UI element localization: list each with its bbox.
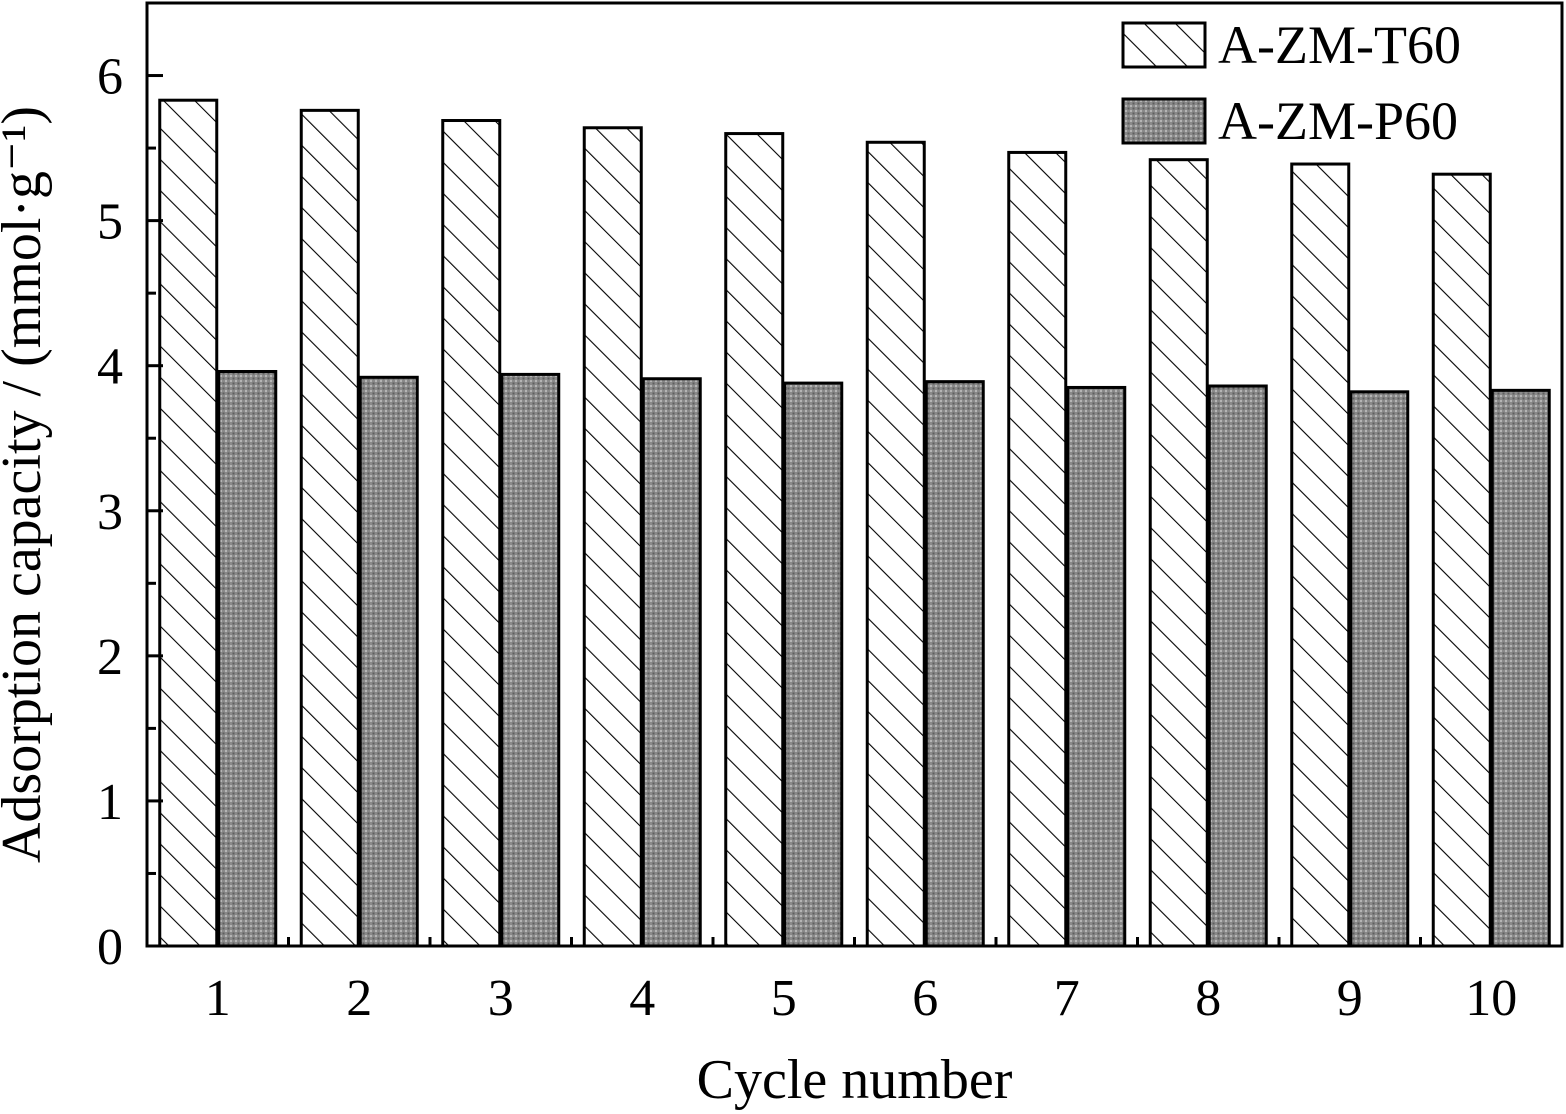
x-tick-label: 2 [346, 970, 372, 1027]
bar-a-zm-p60-cycle-3 [500, 372, 561, 948]
legend: A-ZM-T60 A-ZM-P60 [1121, 15, 1461, 151]
bar-a-zm-p60-cycle-1 [217, 369, 278, 948]
bar-a-zm-p60-cycle-2 [358, 375, 419, 948]
y-tick-label: 4 [97, 339, 123, 396]
x-tick-label: 6 [912, 970, 938, 1027]
y-tick-label: 2 [97, 629, 123, 686]
plot-frame [145, 1, 1564, 948]
y-tick-label: 6 [97, 49, 123, 106]
legend-label-a-zm-t60: A-ZM-T60 [1218, 15, 1461, 75]
x-tick-label: 3 [488, 970, 514, 1027]
bar-a-zm-p60-cycle-8 [1207, 384, 1268, 948]
bar-a-zm-p60-cycle-10 [1490, 388, 1551, 948]
y-tick-label: 1 [97, 774, 123, 831]
x-tick-label: 1 [205, 970, 231, 1027]
x-tick-label: 10 [1465, 970, 1517, 1027]
bar-a-zm-t60-cycle-10 [1431, 172, 1492, 948]
legend-swatch-a-zm-p60 [1121, 97, 1207, 145]
bar-a-zm-p60-cycle-5 [783, 381, 844, 948]
y-axis-title: Adsorption capacity / (mmol·g⁻¹) [0, 106, 53, 863]
labels-layer: 0 1 2 3 4 5 6 1 2 3 4 5 6 7 8 9 10 [97, 49, 1517, 1027]
x-tick-label: 8 [1195, 970, 1221, 1027]
bar-a-zm-p60-cycle-4 [641, 377, 702, 948]
x-tick-label: 7 [1054, 970, 1080, 1027]
legend-label-a-zm-p60: A-ZM-P60 [1218, 91, 1458, 151]
x-axis-title: Cycle number [697, 1049, 1013, 1111]
x-tick-label: 5 [771, 970, 797, 1027]
bar-a-zm-p60-cycle-6 [924, 380, 985, 948]
bar-a-zm-t60-cycle-4 [582, 126, 643, 948]
legend-swatch-a-zm-t60 [1121, 21, 1207, 69]
bar-a-zm-t60-cycle-8 [1148, 158, 1209, 948]
bars-layer [158, 98, 1551, 948]
x-tick-label: 4 [629, 970, 655, 1027]
bar-a-zm-t60-cycle-2 [299, 108, 360, 948]
bar-a-zm-t60-cycle-3 [441, 119, 502, 948]
bar-a-zm-p60-cycle-7 [1066, 385, 1127, 948]
bar-a-zm-t60-cycle-7 [1007, 150, 1068, 948]
bar-a-zm-t60-cycle-6 [865, 140, 926, 948]
bar-a-zm-t60-cycle-1 [158, 98, 219, 948]
bar-a-zm-t60-cycle-9 [1290, 162, 1351, 948]
bar-a-zm-p60-cycle-9 [1349, 390, 1410, 948]
bar-a-zm-t60-cycle-5 [724, 132, 785, 948]
y-tick-label: 0 [97, 919, 123, 976]
y-tick-label: 3 [97, 484, 123, 541]
x-tick-label: 9 [1337, 970, 1363, 1027]
y-tick-label: 5 [97, 194, 123, 251]
